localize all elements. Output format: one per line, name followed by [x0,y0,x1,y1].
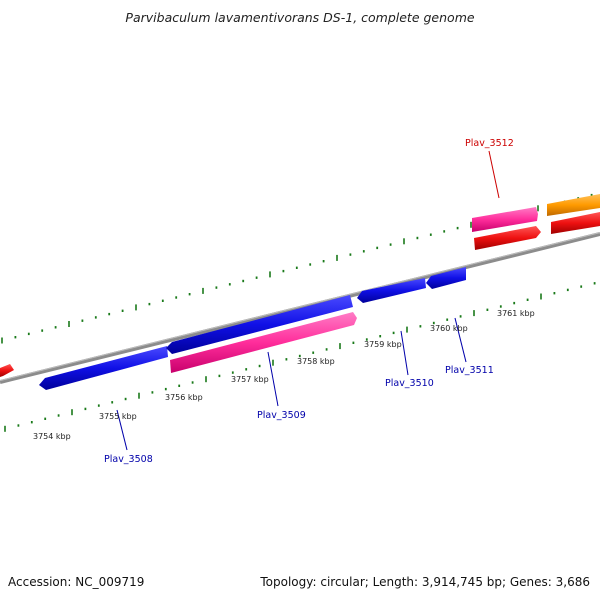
gene-red-right-arrow[interactable] [551,212,600,234]
topology-summary: Topology: circular; Length: 3,914,745 bp… [260,575,590,589]
gene-label-plav-3511[interactable]: Plav_3511 [445,365,494,376]
genome-backbone [0,232,600,384]
leader-line-plav-3511 [454,317,467,363]
leader-line-plav-3509 [267,351,279,407]
scale-label: 3755 kbp [99,412,137,421]
gene-blue-long-arrow[interactable] [166,295,353,354]
scale-label: 3761 kbp [497,309,535,318]
leader-line-plav-3508 [116,409,128,451]
gene-plav-3509-arrow[interactable] [170,312,357,373]
scale-label: 3756 kbp [165,393,203,402]
gene-arrow-red-left[interactable] [0,364,14,377]
map-title: Parvibaculum lavamentivorans DS-1, compl… [125,10,475,25]
gene-label-plav-3508[interactable]: Plav_3508 [104,454,153,465]
tick-row-upper [1,193,593,344]
gene-plav-3511-arrow[interactable] [426,267,466,289]
scale-label: 3754 kbp [33,432,71,441]
gene-plav-3512-arrow[interactable] [472,207,538,232]
scale-label: 3759 kbp [364,340,402,349]
gene-orange-right-arrow[interactable] [547,194,600,216]
gene-plav-3508-arrow[interactable] [39,346,168,390]
leader-line-plav-3510 [400,330,409,376]
scale-label: 3758 kbp [297,357,335,366]
gene-plav-3510-arrow[interactable] [357,278,426,303]
scale-label: 3760 kbp [430,324,468,333]
scale-label: 3757 kbp [231,375,269,384]
gene-label-plav-3509[interactable]: Plav_3509 [257,410,306,421]
accession-text: Accession: NC_009719 [8,575,145,589]
leader-line-plav-3512 [488,150,500,199]
tick-row-lower [4,282,596,432]
genome-backbone-highlight [0,232,600,382]
gene-label-plav-3510[interactable]: Plav_3510 [385,378,434,389]
gene-red-middle-arrow[interactable] [474,226,541,250]
gene-label-plav-3512[interactable]: Plav_3512 [465,138,514,149]
